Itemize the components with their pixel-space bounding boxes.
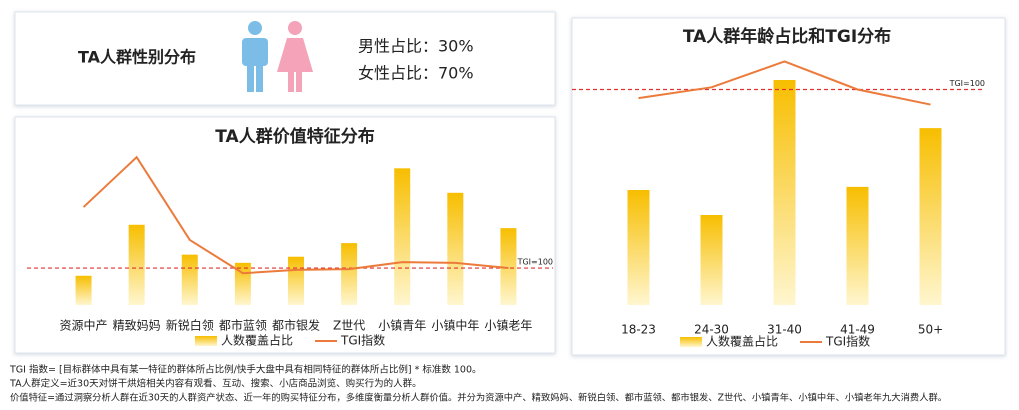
reference-label: TGI=100 <box>949 79 985 88</box>
x-tick-label: 新锐白领 <box>166 318 214 333</box>
bar <box>846 186 869 305</box>
x-tick-label: 都市蓝领 <box>219 318 267 333</box>
bar <box>75 275 92 305</box>
chart-title: TA人群年龄占比和TGI分布 <box>683 26 891 47</box>
legend-label: TGI指数 <box>825 334 870 349</box>
line <box>82 155 509 275</box>
bar <box>447 192 464 305</box>
x-tick-label: 小镇老年 <box>484 319 532 333</box>
bar <box>700 215 723 305</box>
legend-label: 人数覆盖占比 <box>706 334 778 349</box>
gender-title: TA人群性别分布 <box>78 48 196 67</box>
line <box>638 60 931 106</box>
bar <box>341 243 358 305</box>
male-icon <box>242 21 268 92</box>
x-tick-label: 31-40 <box>767 323 802 337</box>
female-icon <box>277 21 313 92</box>
x-tick-label: 都市银发 <box>272 318 320 333</box>
x-tick-label: 小镇青年 <box>378 319 426 333</box>
x-tick-label: 小镇中年 <box>431 318 479 333</box>
chart-title: TA人群价值特征分布 <box>215 126 374 147</box>
bar <box>773 80 796 305</box>
x-tick-label: 资源中产 <box>60 318 108 333</box>
legend-label: TGI指数 <box>340 333 385 348</box>
male-share: 男性占比：30% <box>358 37 474 56</box>
bar <box>288 256 304 305</box>
x-tick-label: 精致妈妈 <box>113 319 161 333</box>
bar <box>128 224 145 305</box>
x-tick-label: 41-49 <box>840 323 875 337</box>
footnote: TGI 指数= [目标群体中具有某一特征的群体所占比例/快手大盘中具有相同特征的… <box>9 364 482 376</box>
bar <box>394 168 411 305</box>
x-tick-label: 18-23 <box>621 323 656 337</box>
x-tick-label: 24-30 <box>694 323 729 337</box>
bar <box>181 254 198 305</box>
bar <box>919 128 942 305</box>
x-tick-label: Z世代 <box>333 319 365 333</box>
legend-swatch <box>195 336 217 346</box>
x-tick-label: 50+ <box>918 323 943 337</box>
female-share: 女性占比：70% <box>358 64 474 83</box>
footnote: TA人群定义=近30天对饼干烘焙相关内容有观看、互动、搜索、小店商品浏览、购买行… <box>9 378 422 390</box>
bar <box>500 228 517 305</box>
value-panel <box>14 116 556 354</box>
legend-label: 人数覆盖占比 <box>221 333 293 348</box>
legend-swatch <box>680 337 702 347</box>
bar <box>627 190 650 305</box>
footnote: 价值特征=通过洞察分析人群在近30天的人群资产状态、近一年的购买特征分布，多维度… <box>10 392 947 404</box>
reference-label: TGI=100 <box>517 258 553 267</box>
